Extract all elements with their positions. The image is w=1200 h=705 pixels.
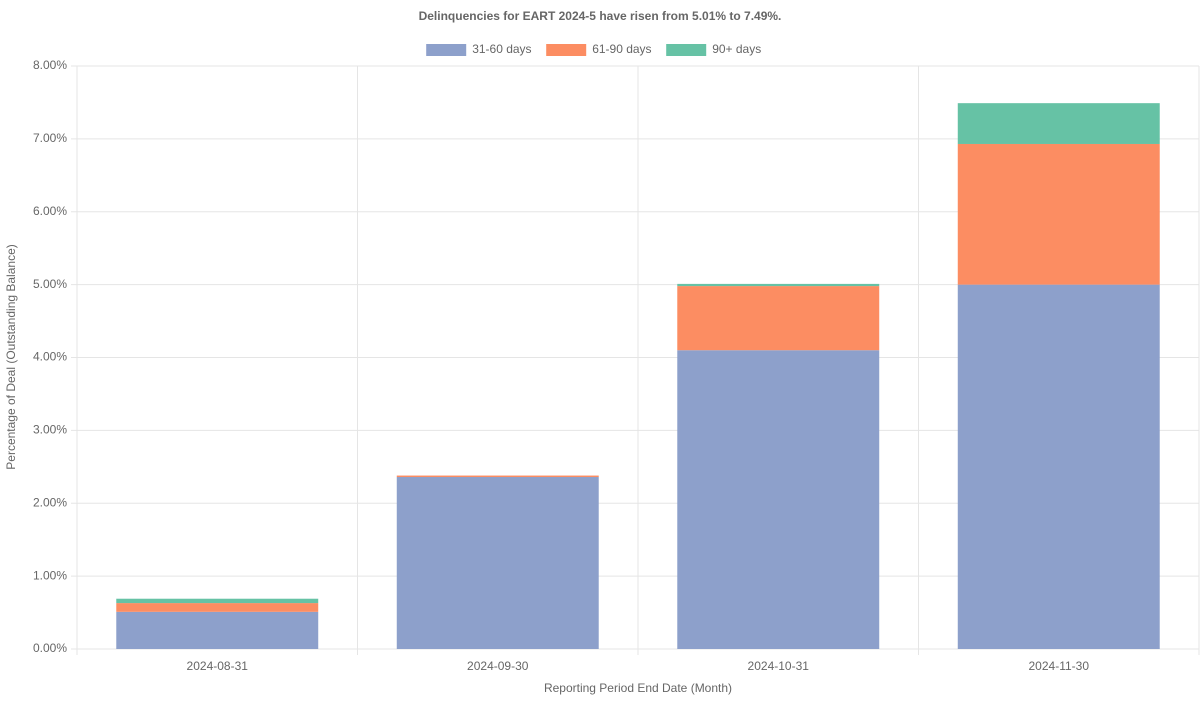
bar-segment (677, 283, 880, 287)
chart-title: Delinquencies for EART 2024-5 have risen… (419, 9, 782, 23)
y-tick-label: 8.00% (33, 58, 67, 72)
bar-segment (957, 103, 1160, 144)
bar-segment (116, 598, 319, 604)
x-tick-label: 2024-08-31 (187, 659, 249, 673)
y-tick-label: 1.00% (33, 568, 67, 582)
y-tick-label: 7.00% (33, 131, 67, 145)
legend-swatch (426, 44, 467, 56)
bar-segment (396, 477, 599, 649)
y-tick-label: 0.00% (33, 641, 67, 655)
bar-segment (396, 475, 599, 478)
x-tick-label: 2024-10-31 (748, 659, 810, 673)
y-tick-label: 4.00% (33, 350, 67, 364)
y-tick-label: 3.00% (33, 423, 67, 437)
legend-swatch (666, 44, 707, 56)
legend-label: 90+ days (712, 42, 761, 56)
x-tick-label: 2024-09-30 (467, 659, 529, 673)
y-tick-label: 5.00% (33, 277, 67, 291)
y-tick-label: 6.00% (33, 204, 67, 218)
x-axis-title: Reporting Period End Date (Month) (544, 681, 732, 695)
legend-label: 61-90 days (592, 42, 651, 56)
y-axis-title: Percentage of Deal (Outstanding Balance) (4, 244, 18, 469)
y-tick-label: 2.00% (33, 495, 67, 509)
bar-segment (957, 284, 1160, 649)
legend-swatch (546, 44, 587, 56)
bar-segment (677, 350, 880, 649)
bar-segment (116, 603, 319, 612)
bar-segment (677, 286, 880, 351)
legend-label: 31-60 days (472, 42, 531, 56)
bar-segment (116, 611, 319, 649)
bar-segment (957, 143, 1160, 285)
x-tick-label: 2024-11-30 (1029, 659, 1090, 673)
